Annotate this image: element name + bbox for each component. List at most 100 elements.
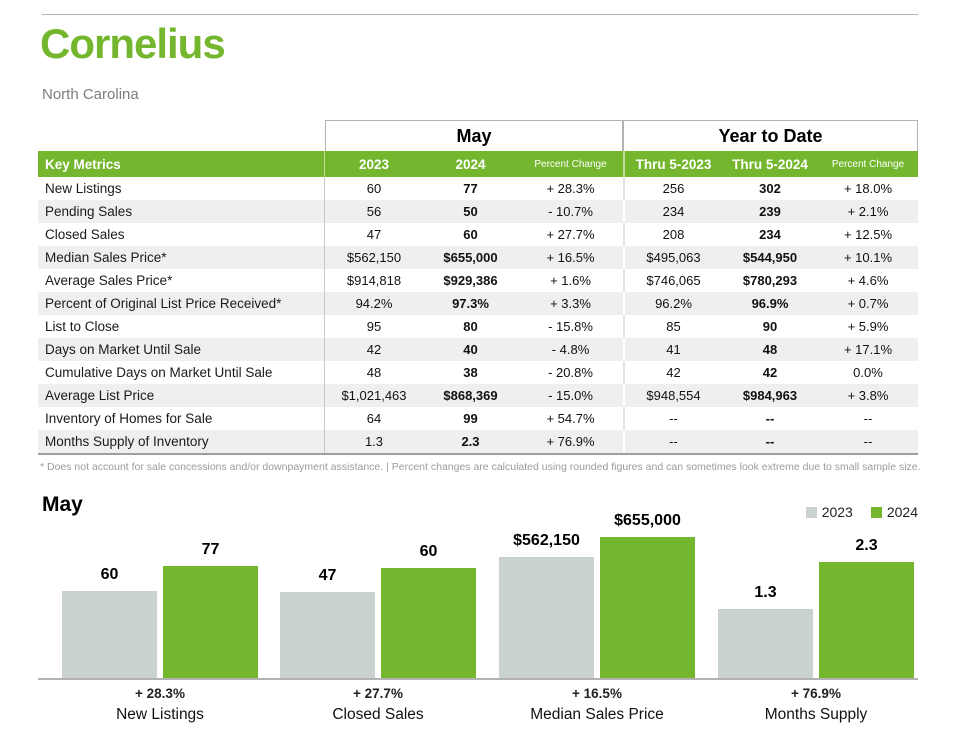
table-column-header-row: Key Metrics 2023 2024 Percent Change Thr… xyxy=(38,151,918,177)
metric-label: Median Sales Price* xyxy=(38,246,325,269)
metric-value: 0.0% xyxy=(853,365,883,380)
metric-value: $655,000 xyxy=(443,250,498,265)
chart-title: May xyxy=(42,493,83,516)
metric-value: 50 xyxy=(463,204,478,219)
metric-value: 60 xyxy=(366,181,382,196)
metric-value: 2.3 xyxy=(461,434,480,449)
metric-value: 234 xyxy=(623,200,722,223)
metric-value: -- xyxy=(623,407,722,430)
key-metrics-table: May Year to Date Key Metrics 2023 2024 P… xyxy=(38,120,918,455)
bar-value-2023-closed-sales: 47 xyxy=(318,567,337,584)
metric-value: -- xyxy=(863,434,873,449)
bar-2023-closed-sales xyxy=(280,592,375,678)
percent-change-new-listings: + 28.3% xyxy=(135,686,185,701)
legend-label-2023: 2023 xyxy=(821,504,853,520)
metric-value: 96.9% xyxy=(751,296,789,311)
metric-value: -- xyxy=(765,434,775,449)
metric-value: $914,818 xyxy=(346,273,402,288)
bar-2023-new-listings xyxy=(62,591,157,678)
metric-value: + 2.1% xyxy=(847,204,889,219)
metric-value: 56 xyxy=(366,204,382,219)
metric-value: 42 xyxy=(762,365,778,380)
metric-value: 40 xyxy=(463,342,478,357)
metric-label: Cumulative Days on Market Until Sale xyxy=(38,361,325,384)
table-row: Average List Price $1,021,463 $868,369 - 15… xyxy=(38,384,918,407)
section-header-spacer xyxy=(38,120,325,151)
metric-value: 60 xyxy=(463,227,478,242)
top-divider xyxy=(42,14,918,15)
metric-value: + 1.6% xyxy=(550,273,591,288)
bar-value-2023-months-supply: 1.3 xyxy=(754,584,777,601)
metric-value: - 10.7% xyxy=(548,204,593,219)
metric-value: $562,150 xyxy=(346,250,402,265)
table-row: List to Close 95 80 - 15.8% 85 90 + 5.9% xyxy=(38,315,918,338)
column-header-may-percent-change: Percent Change xyxy=(534,158,607,170)
metric-value: 64 xyxy=(366,411,382,426)
metric-label: Pending Sales xyxy=(38,200,325,223)
table-row: Cumulative Days on Market Until Sale 48 38… xyxy=(38,361,918,384)
metric-label: Inventory of Homes for Sale xyxy=(38,407,325,430)
metric-value: + 18.0% xyxy=(843,181,893,196)
metric-value: $746,065 xyxy=(623,269,722,292)
metric-value: $984,963 xyxy=(742,388,798,403)
metric-value: 239 xyxy=(759,204,781,219)
column-header-may-2023: 2023 xyxy=(358,156,390,172)
metric-value: $780,293 xyxy=(742,273,798,288)
table-row: New Listings 60 77 + 28.3% 256 302 + 18.0% xyxy=(38,177,918,200)
metric-value: 38 xyxy=(463,365,478,380)
category-label-new-listings: New Listings xyxy=(116,706,204,723)
metric-value: 99 xyxy=(463,411,478,426)
table-body: New Listings 60 77 + 28.3% 256 302 + 18.0% Pend… xyxy=(38,177,918,453)
bar-2023-median-sales-price xyxy=(499,557,594,678)
bar-value-2024-months-supply: 2.3 xyxy=(855,537,878,554)
metric-value: 80 xyxy=(463,319,478,334)
metric-value: 42 xyxy=(623,361,722,384)
bar-2024-new-listings xyxy=(163,566,258,678)
metric-value: + 4.6% xyxy=(847,273,889,288)
metric-label: Average List Price xyxy=(38,384,325,407)
metric-value: 208 xyxy=(623,223,722,246)
metric-value: $868,369 xyxy=(443,388,498,403)
metric-value: $929,386 xyxy=(443,273,498,288)
metric-value: -- xyxy=(863,411,873,426)
category-label-closed-sales: Closed Sales xyxy=(332,706,424,723)
metric-label: Average Sales Price* xyxy=(38,269,325,292)
bar-2023-months-supply xyxy=(718,609,813,678)
metric-value: + 54.7% xyxy=(546,411,595,426)
metric-value: - 15.8% xyxy=(548,319,593,334)
table-row: Pending Sales 56 50 - 10.7% 234 239 + 2.1% xyxy=(38,200,918,223)
metric-value: 48 xyxy=(366,365,382,380)
metric-value: - 4.8% xyxy=(551,342,590,357)
column-header-ytd-2023: Thru 5-2023 xyxy=(623,151,722,177)
metric-value: $495,063 xyxy=(623,246,722,269)
metric-value: 42 xyxy=(366,342,382,357)
metric-value: 95 xyxy=(366,319,382,334)
percent-change-months-supply: + 76.9% xyxy=(791,686,841,701)
metric-value: - 20.8% xyxy=(548,365,593,380)
metric-value: 90 xyxy=(762,319,778,334)
page-subtitle: North Carolina xyxy=(42,86,139,103)
metric-value: + 10.1% xyxy=(843,250,893,265)
percent-change-median-sales-price: + 16.5% xyxy=(572,686,622,701)
bar-value-2023-median-sales-price: $562,150 xyxy=(513,532,580,549)
metric-value: 77 xyxy=(463,181,478,196)
bar-value-2023-new-listings: 60 xyxy=(100,566,119,583)
column-header-ytd-percent-change: Percent Change xyxy=(831,158,905,170)
metric-label: Days on Market Until Sale xyxy=(38,338,325,361)
metric-value: 48 xyxy=(762,342,778,357)
metric-value: + 17.1% xyxy=(843,342,893,357)
column-header-ytd-2024: Thru 5-2024 xyxy=(732,156,808,172)
table-row: Inventory of Homes for Sale 64 99 + 54.7% --… xyxy=(38,407,918,430)
table-row: Months Supply of Inventory 1.3 2.3 + 76.9% -… xyxy=(38,430,918,453)
column-header-may-2024: 2024 xyxy=(455,156,486,172)
metric-value: 94.2% xyxy=(355,296,393,311)
bar-2024-median-sales-price xyxy=(600,537,695,678)
bar-value-2024-closed-sales: 60 xyxy=(419,543,438,560)
metric-value: - 15.0% xyxy=(548,388,593,403)
metric-value: + 3.3% xyxy=(550,296,591,311)
metric-label: List to Close xyxy=(38,315,325,338)
table-row: Closed Sales 47 60 + 27.7% 208 234 + 12.5% xyxy=(38,223,918,246)
metric-value: $948,554 xyxy=(623,384,722,407)
legend-item-2023: 2023 xyxy=(805,504,853,520)
metric-value: 41 xyxy=(623,338,722,361)
